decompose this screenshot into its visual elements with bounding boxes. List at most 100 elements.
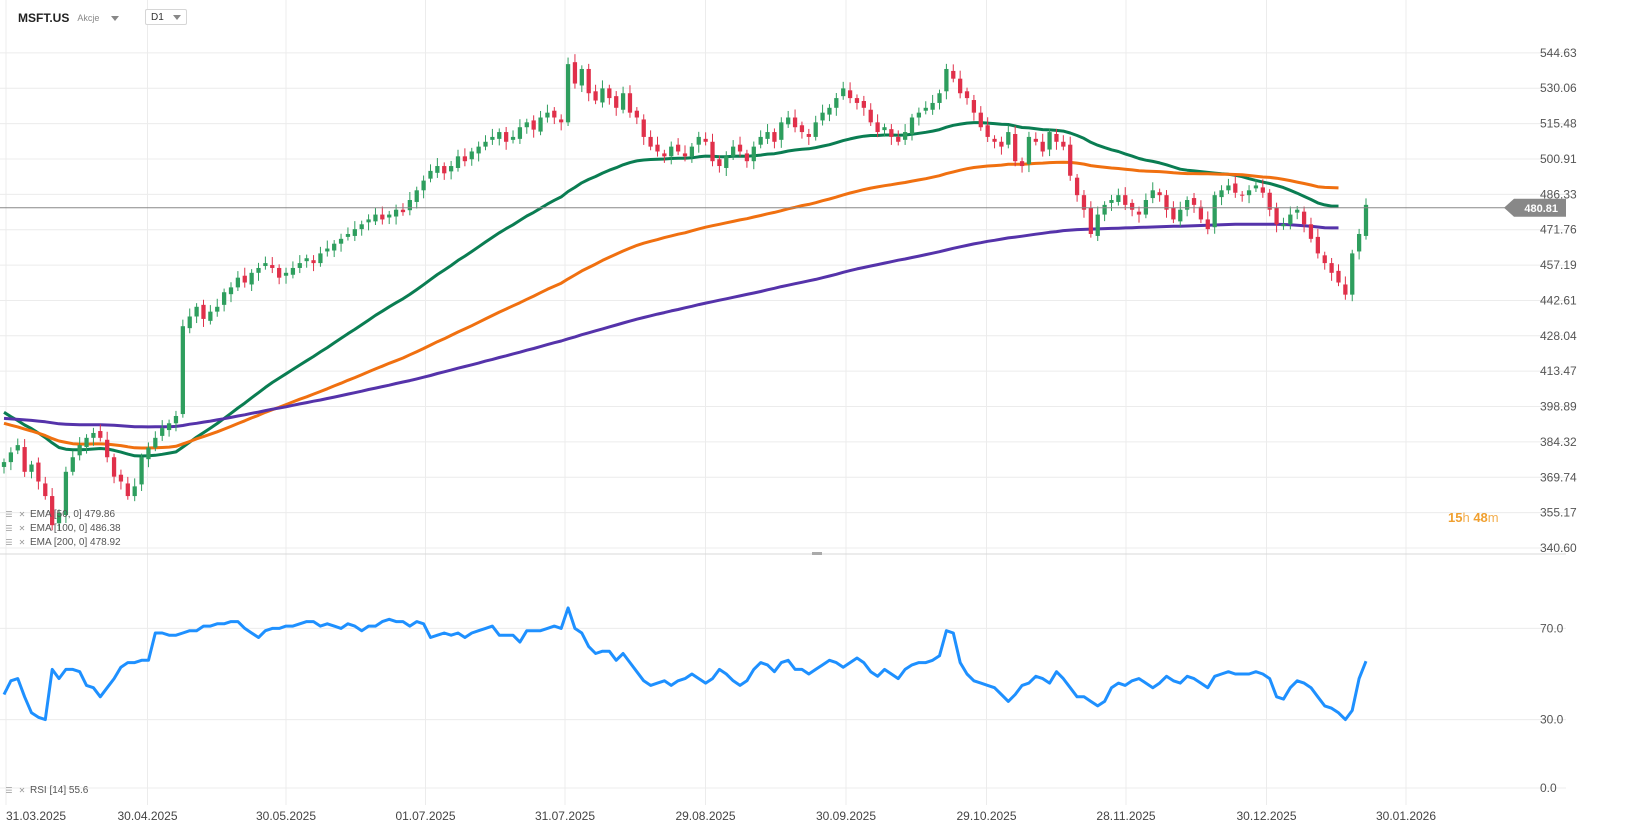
settings-icon[interactable]: ☰ — [5, 537, 13, 547]
candle — [8, 447, 14, 471]
candle — [1205, 211, 1210, 235]
candle-body — [1246, 190, 1252, 196]
candle-body — [290, 267, 296, 275]
indicator-label: EMA [100, 0] 486.38 — [30, 522, 121, 534]
candle-body — [1157, 192, 1162, 196]
candle — [256, 262, 261, 281]
candle — [765, 124, 770, 144]
candle-body — [166, 423, 172, 431]
countdown-minutes-unit: m — [1487, 510, 1499, 525]
candle-body — [889, 129, 894, 137]
candle-body — [627, 93, 633, 113]
candle — [978, 106, 983, 131]
candle — [1246, 185, 1252, 204]
candle — [221, 288, 227, 312]
candle-body — [442, 166, 447, 174]
symbol-selector[interactable]: MSFT.US Akcje — [18, 8, 120, 28]
candle-body — [834, 98, 839, 108]
candle — [1013, 126, 1018, 167]
rsi-tick-label: 0.0 — [1540, 781, 1557, 795]
candle — [1164, 190, 1169, 218]
indicator-legend-ema100[interactable]: ☰ ✕ EMA [100, 0] 486.38 — [4, 522, 121, 534]
candle-body — [8, 452, 14, 463]
close-icon[interactable]: ✕ — [18, 537, 26, 547]
timeframe-value: D1 — [151, 11, 164, 23]
candle-body — [235, 277, 241, 288]
close-icon[interactable]: ✕ — [18, 785, 26, 795]
candle-body — [875, 122, 880, 133]
candle — [1322, 251, 1327, 270]
candle-body — [820, 112, 825, 121]
rsi-axis[interactable]: 70.0 30.0 0.0 — [1540, 621, 1564, 795]
settings-icon[interactable]: ☰ — [5, 785, 13, 795]
candle — [283, 267, 289, 284]
candle-body — [1301, 211, 1307, 225]
settings-icon[interactable]: ☰ — [5, 523, 13, 533]
candle-body — [703, 138, 708, 142]
candle — [827, 104, 832, 122]
candle — [703, 132, 708, 146]
candle-body — [669, 146, 674, 157]
candle — [428, 164, 433, 183]
time-axis[interactable]: 31.03.2025 30.04.2025 30.05.2025 01.07.2025… — [6, 809, 1436, 823]
candle-body — [1026, 136, 1032, 165]
price-axis[interactable]: 544.63 530.06 515.48 500.91 486.33 471.76 457.… — [1540, 46, 1577, 555]
ema-50-line — [3, 121, 1339, 458]
candle-body — [208, 311, 213, 321]
indicator-legend-rsi[interactable]: ☰ ✕ RSI [14] 55.6 — [4, 784, 88, 796]
candle-body — [579, 68, 584, 86]
candle-body — [304, 258, 309, 262]
pane-resize-handle[interactable] — [812, 552, 822, 555]
candle-body — [1205, 219, 1210, 230]
candle — [1301, 206, 1307, 233]
candle — [338, 233, 344, 252]
candle-body — [1109, 200, 1114, 203]
candle-body — [868, 109, 873, 123]
ema-200-line — [3, 222, 1339, 429]
close-icon[interactable]: ✕ — [18, 523, 26, 533]
candle-body — [105, 439, 110, 458]
candle — [710, 133, 715, 167]
candle — [36, 457, 41, 490]
candle-body — [160, 428, 165, 436]
candle-body — [228, 287, 234, 295]
candle-body — [1040, 141, 1045, 152]
candle-body — [600, 88, 605, 103]
candle — [1019, 157, 1025, 173]
candle-body — [345, 233, 351, 237]
candle-body — [792, 117, 798, 128]
candle — [1288, 206, 1293, 230]
symbol-dropdown-icon[interactable] — [111, 15, 120, 21]
candle-body — [517, 127, 523, 139]
candle — [820, 104, 825, 126]
candle — [889, 124, 894, 145]
timeframe-dropdown-icon[interactable] — [173, 14, 181, 20]
last-price-tag: 480.81 — [1504, 198, 1566, 217]
candle-body — [731, 146, 736, 157]
indicator-legend-ema200[interactable]: ☰ ✕ EMA [200, 0] 478.92 — [4, 536, 120, 548]
candle-body — [1288, 214, 1293, 225]
candle-body — [476, 146, 481, 154]
candle — [517, 119, 523, 144]
candle — [497, 128, 502, 146]
candle-body — [428, 170, 433, 179]
candle — [1260, 179, 1265, 198]
candle-body — [799, 125, 805, 133]
candle-body — [387, 214, 392, 218]
candle — [1074, 174, 1080, 202]
candle — [15, 438, 20, 455]
indicator-legend-ema50[interactable]: ☰ ✕ EMA [50, 0] 479.86 — [4, 508, 115, 520]
candle-body — [620, 93, 626, 110]
time-tick-label: 31.03.2025 — [6, 809, 66, 823]
candle — [1, 458, 7, 474]
close-icon[interactable]: ✕ — [18, 509, 26, 519]
candle — [98, 424, 103, 442]
candle — [1054, 128, 1059, 150]
candle — [1343, 276, 1348, 300]
candle — [510, 130, 516, 144]
settings-icon[interactable]: ☰ — [5, 509, 13, 519]
timeframe-select[interactable]: D1 — [145, 9, 187, 25]
candle-body — [916, 112, 922, 118]
